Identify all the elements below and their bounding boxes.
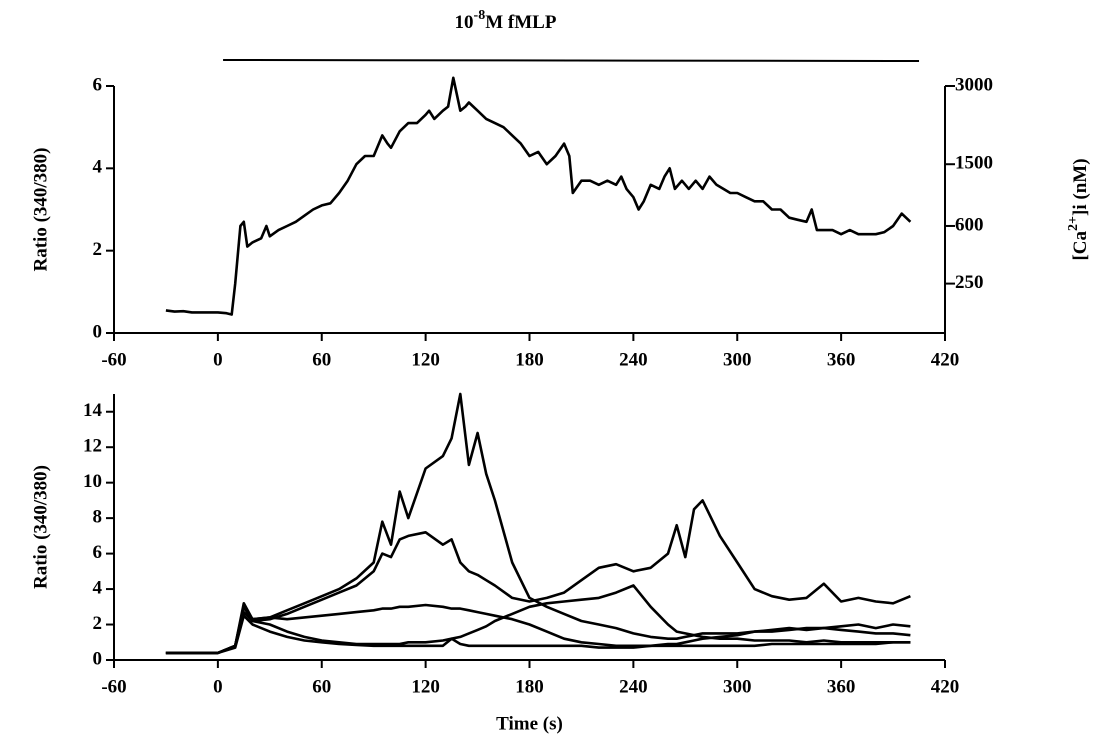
x-tick-label: 0 bbox=[213, 349, 223, 370]
stimulus-bar bbox=[223, 59, 920, 62]
x-tick-label: 180 bbox=[515, 349, 544, 370]
y-tick-label: 12 bbox=[83, 436, 102, 457]
y-tick-label: 10 bbox=[83, 471, 102, 492]
trace bbox=[165, 499, 911, 655]
x-tick-label: 120 bbox=[411, 676, 440, 697]
y2-axis-label-base: [Ca bbox=[1070, 230, 1091, 260]
y2-tick-label: 1500 bbox=[955, 153, 993, 174]
x-tick-label: 180 bbox=[515, 676, 544, 697]
x-tick-label: -60 bbox=[101, 349, 126, 370]
x-tick-label: 420 bbox=[931, 349, 960, 370]
y-tick-label: 6 bbox=[93, 74, 103, 95]
x-tick-label: 300 bbox=[723, 676, 752, 697]
x-tick-label: -60 bbox=[101, 676, 126, 697]
y2-axis-label-rest: ]i (nM) bbox=[1070, 158, 1091, 216]
y-tick-label: 0 bbox=[93, 648, 103, 669]
x-tick-label: 120 bbox=[411, 349, 440, 370]
y2-tick-label: 3000 bbox=[955, 74, 993, 95]
y-tick-label: 4 bbox=[93, 157, 103, 178]
stimulus-label-sup: -8 bbox=[474, 8, 486, 23]
stimulus-label-rest: M fMLP bbox=[485, 12, 557, 33]
stimulus-label: 10-8M fMLP bbox=[455, 8, 557, 33]
x-tick-label: 360 bbox=[827, 349, 856, 370]
x-tick-label: 60 bbox=[312, 349, 331, 370]
x-axis-label: Time (s) bbox=[496, 713, 563, 734]
trace bbox=[165, 614, 911, 655]
y-tick-label: 14 bbox=[83, 400, 103, 421]
y-axis-label: Ratio (340/380) bbox=[30, 465, 51, 589]
x-tick-label: 300 bbox=[723, 349, 752, 370]
stimulus-label-base: 10 bbox=[455, 12, 474, 33]
y-tick-label: 2 bbox=[93, 613, 103, 634]
y2-axis-label-sup: 2+ bbox=[1066, 216, 1081, 231]
x-tick-label: 420 bbox=[931, 676, 960, 697]
y-tick-label: 8 bbox=[93, 506, 103, 527]
y-tick-label: 6 bbox=[93, 542, 103, 563]
x-tick-label: 0 bbox=[213, 676, 223, 697]
y-tick-label: 4 bbox=[93, 577, 103, 598]
y-axis-label: Ratio (340/380) bbox=[30, 147, 51, 271]
y2-tick-label: 600 bbox=[955, 214, 984, 235]
x-tick-label: 240 bbox=[619, 349, 648, 370]
y-tick-label: 0 bbox=[93, 321, 103, 342]
y2-tick-label: 250 bbox=[955, 272, 984, 293]
y-tick-label: 2 bbox=[93, 239, 103, 260]
trace bbox=[165, 76, 912, 316]
y2-axis-label: [Ca2+]i (nM) bbox=[1066, 158, 1091, 260]
x-tick-label: 360 bbox=[827, 676, 856, 697]
trace bbox=[165, 392, 911, 655]
x-tick-label: 240 bbox=[619, 676, 648, 697]
x-tick-label: 60 bbox=[312, 676, 331, 697]
trace bbox=[165, 584, 911, 655]
